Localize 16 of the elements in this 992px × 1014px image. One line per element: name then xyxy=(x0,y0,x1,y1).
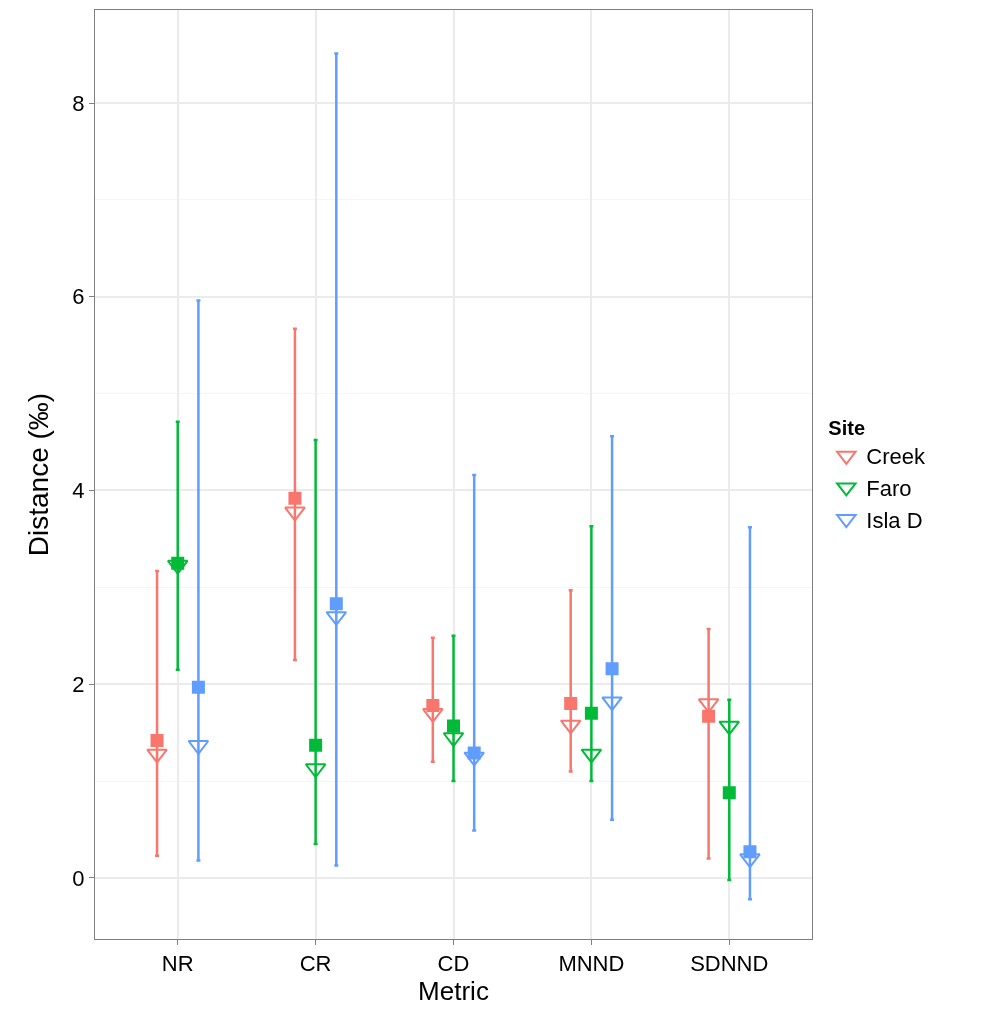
x-tick-label: SDNND xyxy=(690,951,769,977)
y-tick-label: 2 xyxy=(72,671,85,697)
x-axis-title: Metric xyxy=(418,976,489,1007)
y-tick-label: 8 xyxy=(72,90,85,116)
y-tick-label: 6 xyxy=(72,284,85,310)
x-tick-label: MNND xyxy=(558,951,625,977)
y-tick-label: 0 xyxy=(72,865,85,891)
x-tick-label: CR xyxy=(299,951,332,977)
legend-label: Creek xyxy=(866,444,927,470)
y-tick-label: 4 xyxy=(72,478,85,504)
y-axis-title: Distance (‰) xyxy=(23,392,55,557)
x-tick-label: CD xyxy=(437,951,470,977)
x-tick-label: NR xyxy=(161,951,194,977)
legend-label: Isla D xyxy=(866,507,923,533)
legend-label: Faro xyxy=(866,475,912,501)
legend-title: Site xyxy=(828,417,866,439)
